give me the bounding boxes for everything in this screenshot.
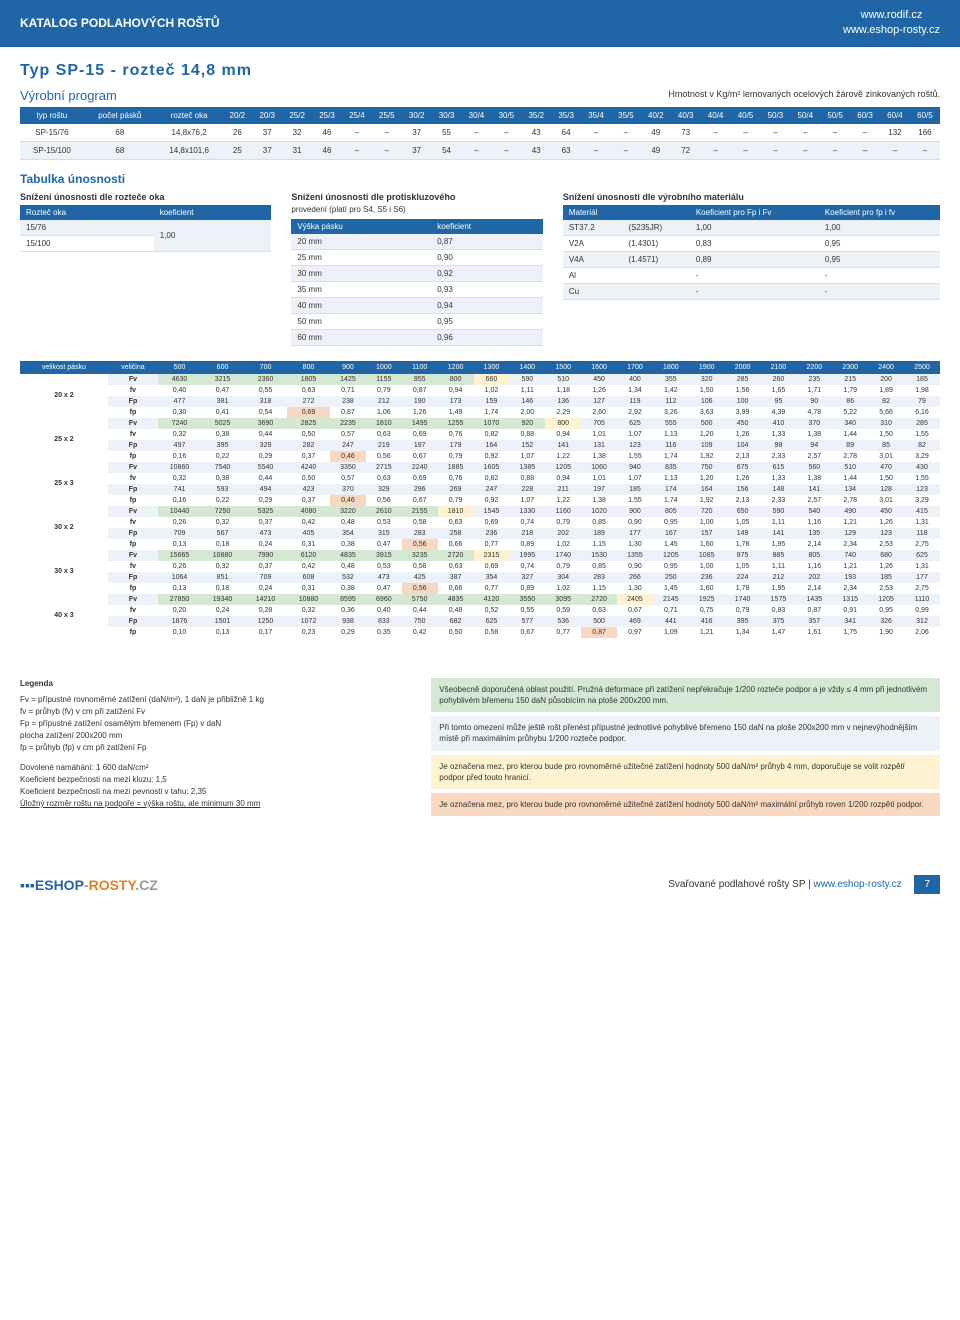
footer-text: Svařované podlahové rošty SP | www.eshop… (668, 875, 940, 894)
col-roztec: Snížení únosnosti dle rozteče oka Rozteč… (20, 192, 271, 346)
legend-left: Legenda Fv = přípustné rovnoměrné zatíže… (20, 678, 411, 820)
coefficient-columns: Snížení únosnosti dle rozteče oka Rozteč… (20, 192, 940, 346)
page-header: KATALOG PODLAHOVÝCH ROŠTŮ www.rodif.cz w… (0, 0, 960, 47)
col-antislip: Snížení únosnosti dle protiskluzového pr… (291, 192, 542, 346)
weight-note: Hmotnost v Kg/m² lemovaných ocelových žá… (20, 89, 940, 99)
page-number: 7 (914, 875, 940, 894)
main-capacity-table: velikost páskuveličina500600700800900100… (20, 361, 940, 638)
page-footer: ▪▪▪ESHOP-ROSTY.CZ Svařované podlahové ro… (0, 865, 960, 904)
url1: www.rodif.cz (843, 8, 940, 23)
url2: www.eshop-rosty.cz (843, 23, 940, 38)
legend-section: Legenda Fv = přípustné rovnoměrné zatíže… (20, 678, 940, 820)
legend-title: Legenda (20, 678, 411, 690)
capacity-title: Tabulka únosnosti (20, 172, 940, 186)
col2-sub: provedení (platí pro S4, S5 i S6) (291, 205, 542, 214)
footer-url[interactable]: www.eshop-rosty.cz (813, 879, 901, 890)
col3-title: Snížení únosnosti dle výrobního materiál… (563, 192, 940, 202)
legend-boxes: Všeobecně doporučená oblast použití. Pru… (431, 678, 940, 820)
catalog-title: KATALOG PODLAHOVÝCH ROŠTŮ (20, 16, 220, 30)
header-urls: www.rodif.cz www.eshop-rosty.cz (843, 8, 940, 39)
col-material: Snížení únosnosti dle výrobního materiál… (563, 192, 940, 346)
type-title: Typ SP-15 - rozteč 14,8 mm (20, 62, 940, 80)
col2-title: Snížení únosnosti dle protiskluzového (291, 192, 542, 202)
col1-title: Snížení únosnosti dle rozteče oka (20, 192, 271, 202)
logo: ▪▪▪ESHOP-ROSTY.CZ (20, 877, 158, 893)
production-table: typ roštupočet páskůrozteč oka20/220/325… (20, 107, 940, 160)
